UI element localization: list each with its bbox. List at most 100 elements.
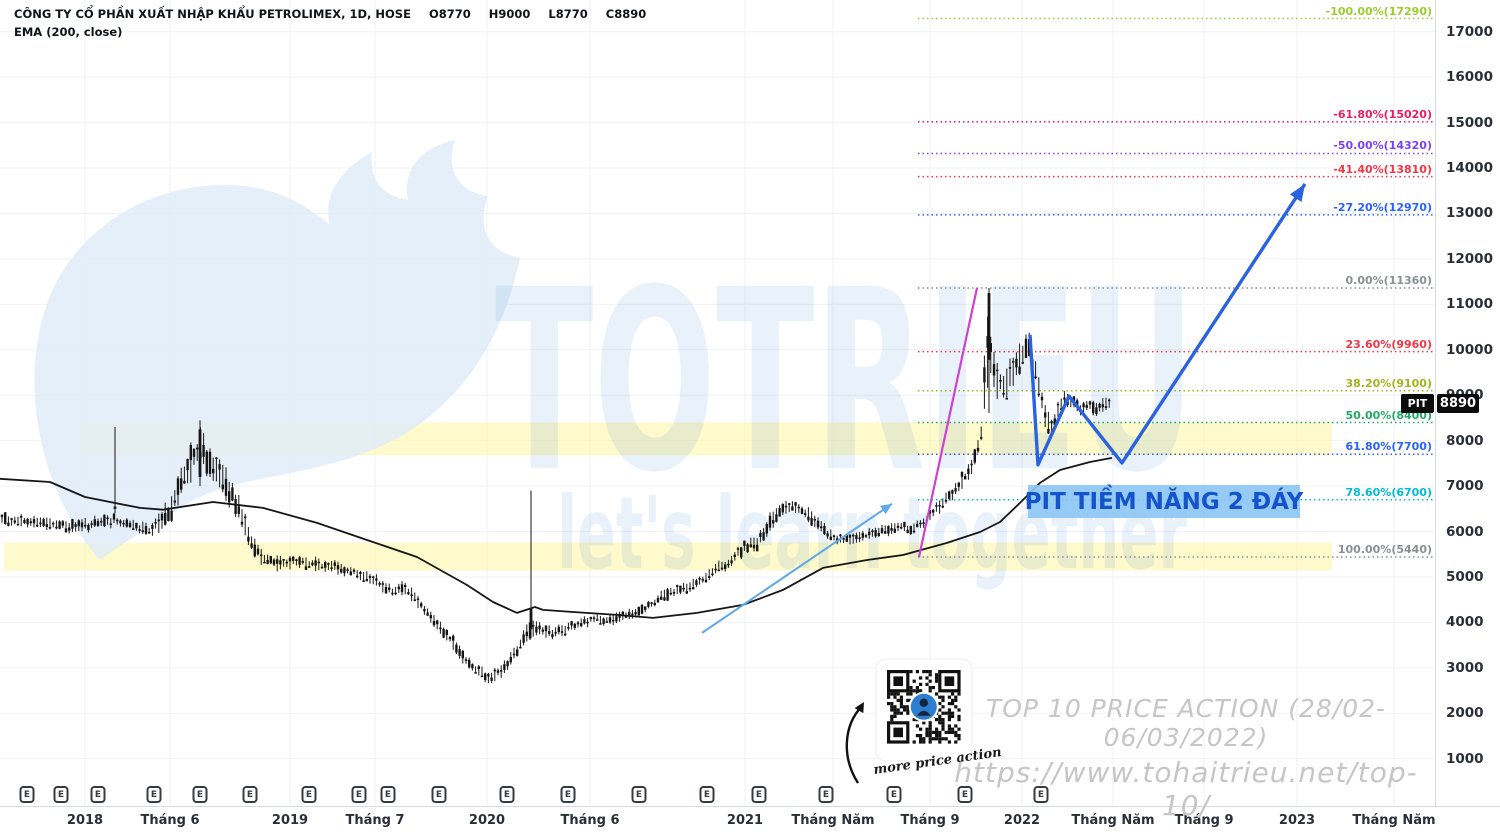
ohlc-high: H9000 — [488, 7, 531, 21]
qr-module — [944, 737, 948, 741]
indicator-label[interactable]: EMA (200, close) — [14, 25, 123, 39]
price-tick-label: 2000 — [1446, 705, 1484, 722]
earnings-event-marker[interactable]: E — [699, 786, 715, 803]
candle-body — [656, 598, 660, 603]
qr-module — [890, 692, 894, 696]
candle-body — [308, 566, 311, 568]
qr-module — [954, 698, 958, 702]
earnings-event-marker[interactable]: E — [242, 786, 258, 803]
qr-module — [922, 670, 926, 674]
qr-logo-person-icon — [916, 710, 931, 716]
magenta-trend-line[interactable] — [917, 287, 979, 558]
candle-body — [775, 514, 778, 522]
candle-body — [196, 447, 199, 450]
time-axis[interactable]: 2018 Tháng 6 2019 Tháng 7 2020 Tháng 6 2021 Thá… — [0, 807, 1500, 840]
price-tick-label: 17000 — [1446, 23, 1493, 40]
user-drawings[interactable] — [701, 182, 1307, 634]
candle-body — [304, 566, 308, 570]
qr-module — [887, 702, 891, 706]
candle-body — [295, 559, 298, 561]
qr-module — [915, 724, 919, 728]
qr-module — [957, 734, 961, 738]
candle-body — [151, 524, 154, 529]
candle-body — [340, 568, 343, 573]
earnings-event-marker[interactable]: E — [957, 786, 973, 803]
support-resistance-zone[interactable] — [4, 542, 1332, 571]
candle-body — [791, 506, 794, 511]
earnings-event-marker[interactable]: E — [19, 786, 35, 803]
candle-body — [1044, 412, 1047, 418]
candle-body — [349, 571, 352, 576]
ema-200-line[interactable] — [0, 457, 1113, 619]
candle-body — [900, 526, 903, 529]
candle-body — [106, 517, 109, 520]
earnings-event-marker[interactable]: E — [886, 786, 902, 803]
candle-body — [676, 585, 679, 587]
earnings-event-marker[interactable]: E — [53, 786, 69, 803]
fib-level-label: 78.60%(6700) — [1345, 485, 1433, 499]
qr-module — [941, 727, 945, 731]
candle-body — [698, 577, 701, 580]
candle-body — [429, 614, 432, 619]
earnings-event-marker[interactable]: E — [431, 786, 447, 803]
price-tick-label: 12000 — [1446, 250, 1493, 267]
candle-body — [669, 592, 672, 595]
qr-module — [951, 692, 955, 696]
candle-body — [484, 673, 487, 681]
qr-module — [928, 724, 932, 728]
earnings-event-marker[interactable]: E — [301, 786, 317, 803]
candle-body — [740, 547, 743, 558]
candle-body — [148, 531, 151, 534]
earnings-event-marker[interactable]: E — [499, 786, 515, 803]
earnings-event-marker[interactable]: E — [351, 786, 367, 803]
candle-body — [426, 612, 429, 616]
earnings-event-marker[interactable]: E — [1033, 786, 1049, 803]
candle-body — [973, 449, 976, 463]
earnings-event-marker[interactable]: E — [192, 786, 208, 803]
time-axis-border — [0, 806, 1500, 807]
candle-body — [324, 561, 327, 568]
candle-body — [436, 620, 439, 625]
trend-arrow-line[interactable] — [701, 503, 893, 634]
candle-body — [212, 468, 215, 474]
fibonacci-retracement-drawing[interactable] — [918, 17, 1435, 558]
candle-body — [695, 580, 698, 585]
candle-body — [980, 437, 983, 439]
earnings-event-marker[interactable]: E — [818, 786, 834, 803]
time-axis-label: Tháng Năm — [1071, 813, 1155, 828]
candle-body — [602, 618, 605, 625]
candle-body — [890, 528, 893, 531]
qr-module — [935, 692, 939, 696]
fib-level-label: -50.00%(14320) — [1333, 139, 1432, 153]
qr-module — [919, 734, 923, 738]
symbol-title[interactable]: CÔNG TY CỔ PHẦN XUẤT NHẬP KHẨU PETROLIME… — [14, 6, 646, 23]
earnings-event-marker[interactable]: E — [146, 786, 162, 803]
earnings-event-marker[interactable]: E — [90, 786, 106, 803]
qr-module — [928, 737, 932, 741]
candle-body — [810, 517, 813, 526]
candle-body — [352, 569, 356, 572]
candle-body — [1034, 376, 1037, 379]
qr-module — [957, 692, 961, 696]
earnings-event-marker[interactable]: E — [631, 786, 647, 803]
candle-body — [180, 478, 183, 490]
candle-body — [183, 480, 186, 484]
candlestick-series[interactable] — [0, 288, 1111, 684]
qr-module — [954, 695, 958, 699]
candle-body — [800, 508, 804, 515]
candle-body — [1005, 397, 1008, 400]
annotation-double-bottom[interactable]: PIT TIỀM NĂNG 2 ĐÁY — [1025, 485, 1303, 518]
qr-module — [919, 682, 923, 686]
candle-body — [605, 621, 608, 623]
earnings-event-marker[interactable]: E — [751, 786, 767, 803]
projection-zigzag-arrow[interactable] — [1028, 182, 1307, 467]
candle-body — [410, 594, 413, 597]
candle-body — [874, 530, 877, 537]
qr-module — [941, 718, 945, 722]
earnings-event-marker[interactable]: E — [380, 786, 396, 803]
candle-body — [567, 626, 570, 629]
candle-body — [948, 491, 951, 499]
earnings-event-marker[interactable]: E — [560, 786, 576, 803]
candle-body — [109, 523, 112, 526]
